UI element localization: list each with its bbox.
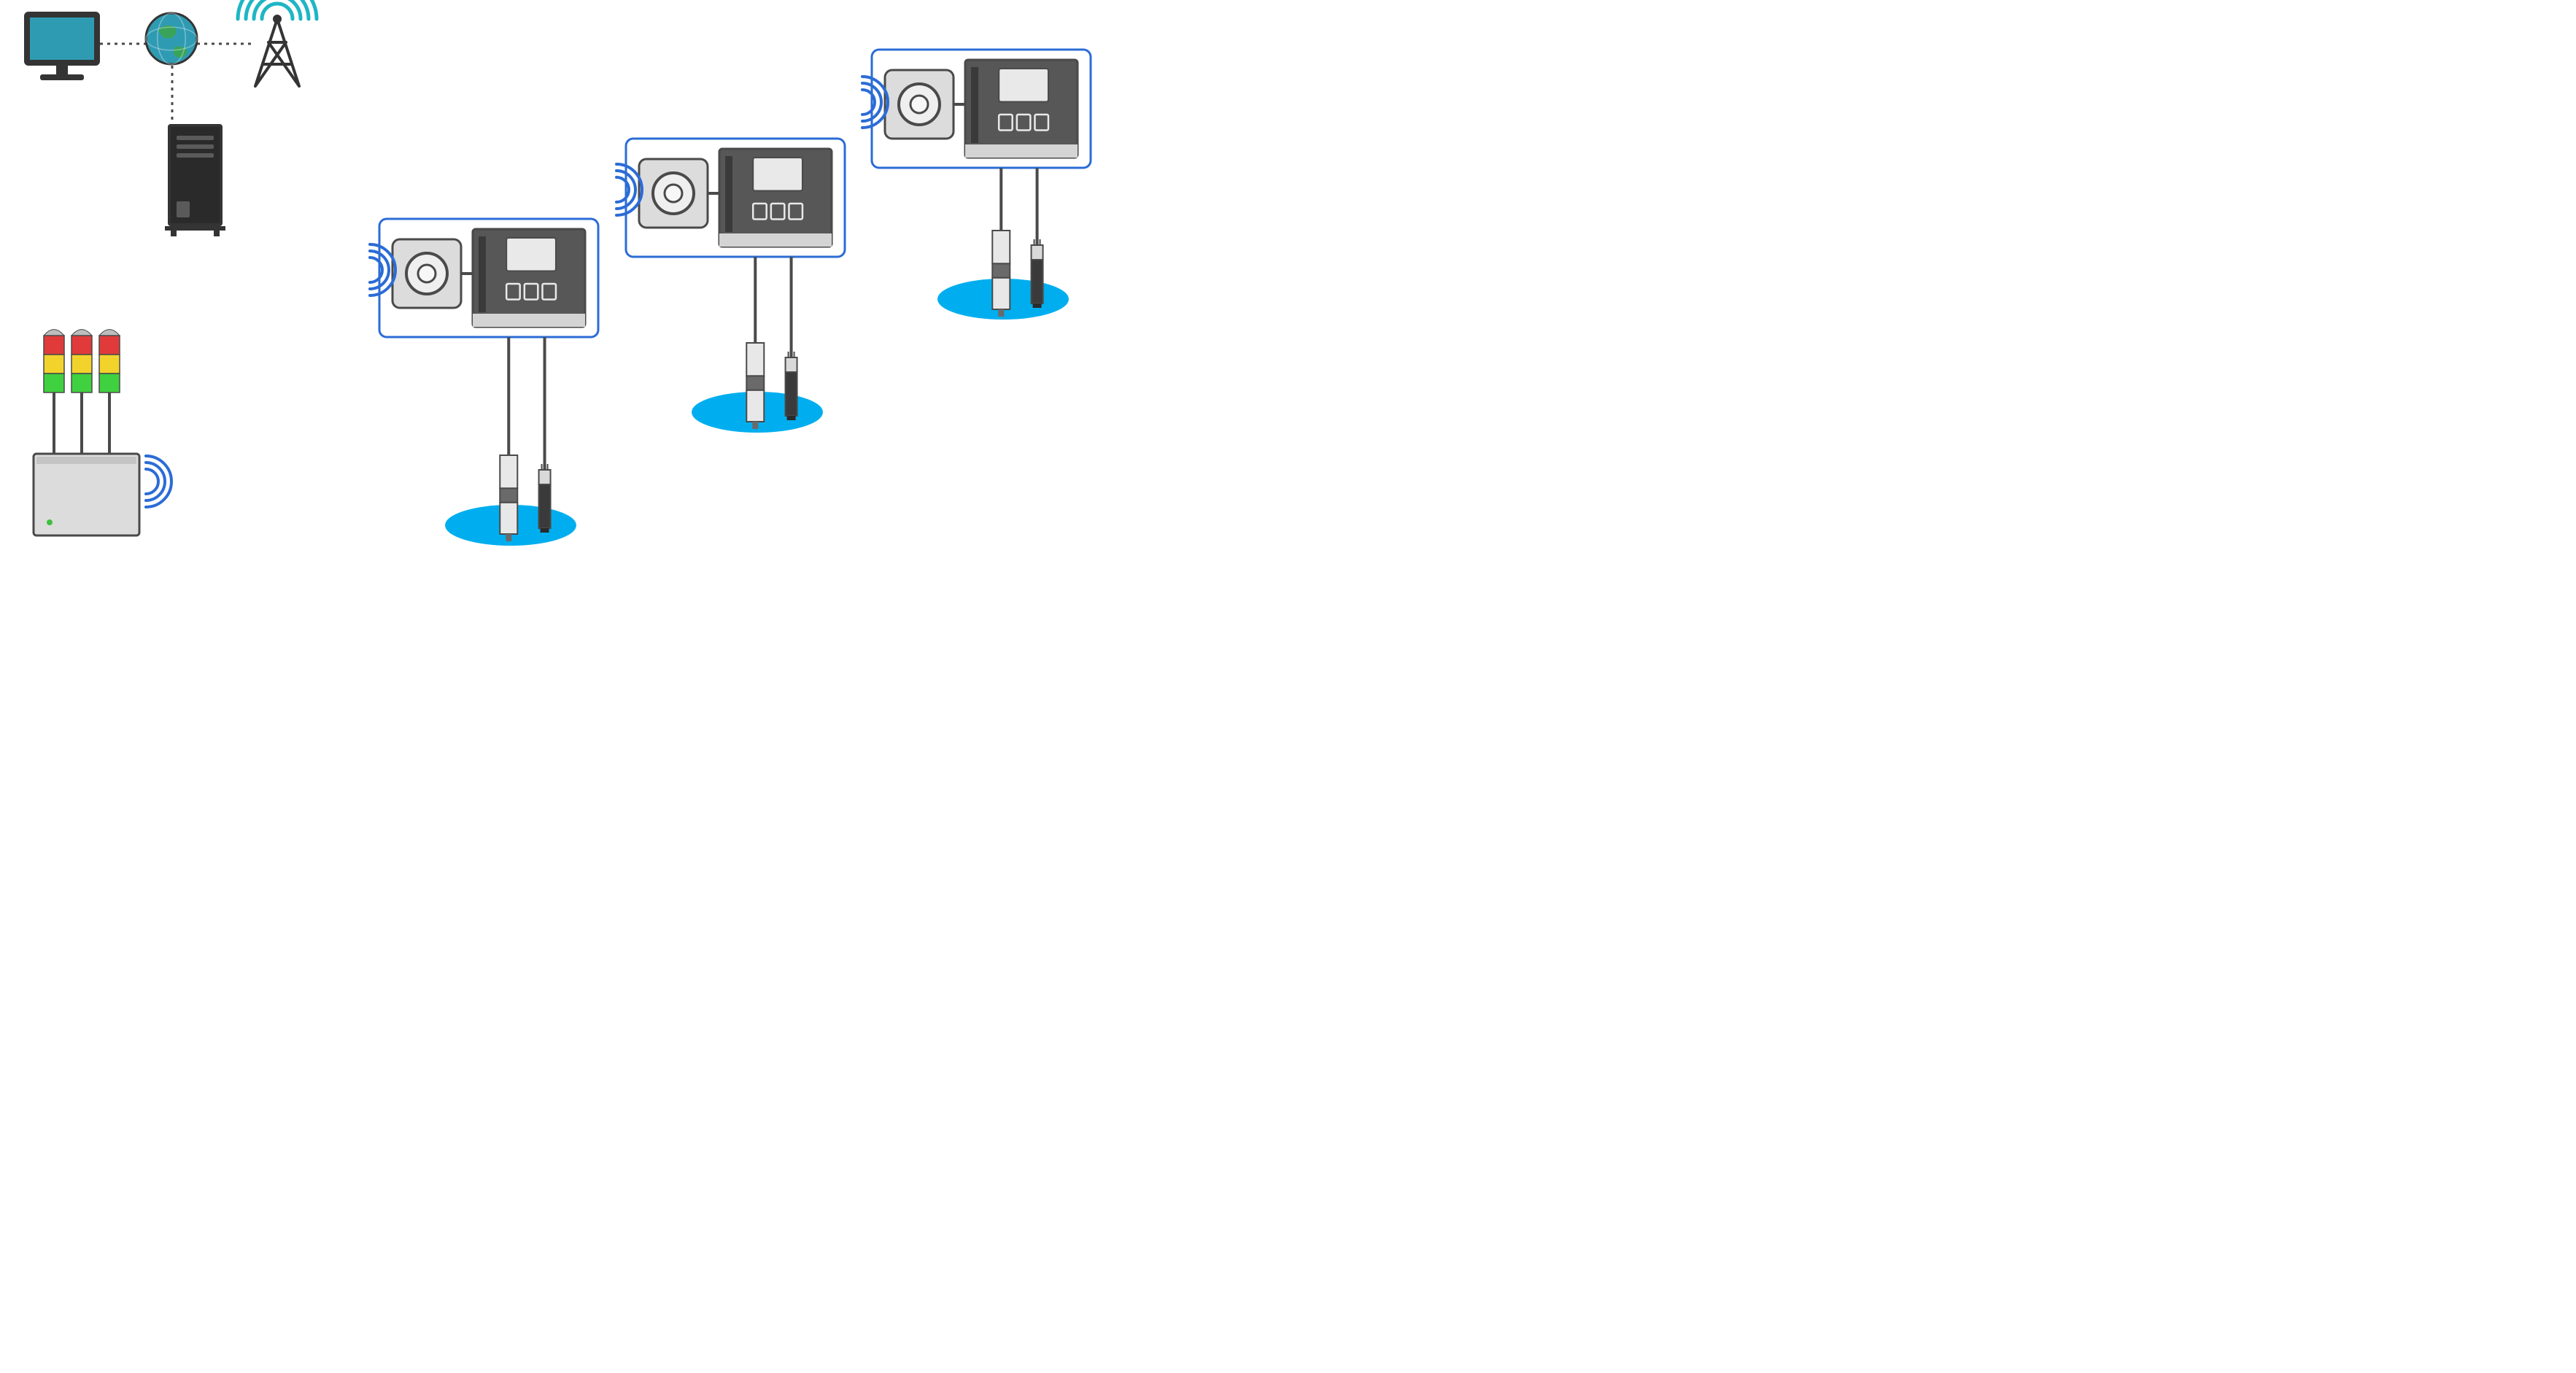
datalogger-screen	[753, 158, 802, 191]
probe-conductivity	[539, 464, 551, 533]
probe-level	[992, 231, 1010, 317]
probe-level	[746, 343, 764, 429]
measurement-station	[370, 219, 598, 546]
probe-conductivity	[1032, 239, 1043, 308]
monitor-icon	[26, 13, 98, 80]
measurement-station	[862, 50, 1091, 320]
datalogger-screen	[506, 238, 556, 271]
alarm-controller	[34, 330, 171, 535]
probe-conductivity	[786, 352, 797, 420]
globe-icon	[146, 13, 197, 64]
datalogger-screen	[999, 69, 1048, 102]
diagram-canvas	[0, 0, 1153, 588]
server-icon	[165, 124, 225, 236]
probe-level	[500, 455, 517, 541]
measurement-station	[616, 139, 845, 433]
